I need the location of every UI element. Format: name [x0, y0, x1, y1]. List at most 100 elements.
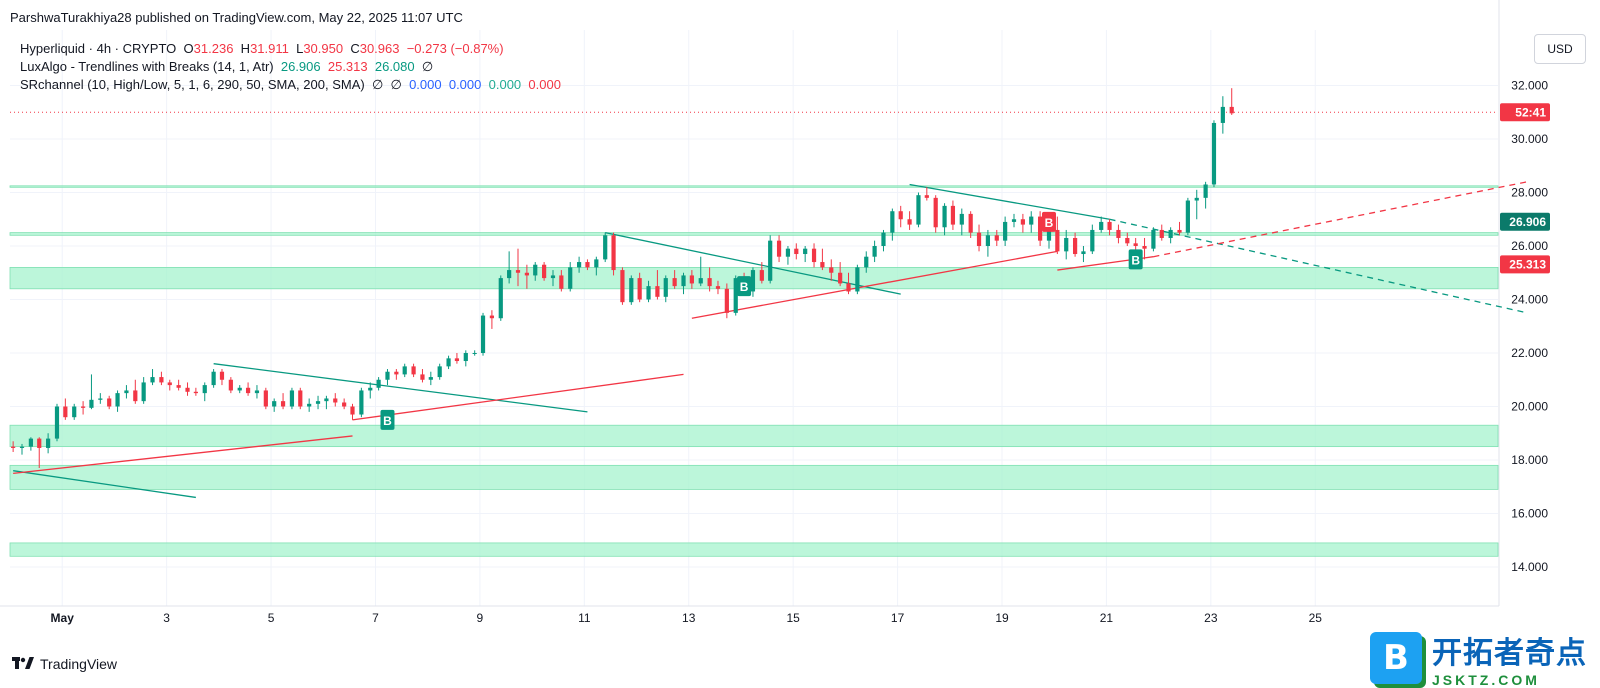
signal-label: B [1131, 253, 1140, 267]
candle-body [1229, 106, 1234, 114]
candle-body [515, 270, 521, 273]
candle-body [219, 371, 225, 380]
candle-body [559, 275, 564, 289]
candle-body [976, 232, 982, 246]
candle-body [794, 248, 799, 255]
candle-body [1125, 237, 1130, 244]
candle-body [472, 353, 477, 354]
time-tick-label: 3 [163, 611, 170, 625]
candle-body [872, 246, 877, 257]
time-tick-label: 21 [1100, 611, 1114, 625]
indicator-value: 0.000 [528, 77, 561, 92]
candle-body [272, 401, 277, 407]
indicator-value: 0.000 [409, 77, 442, 92]
candle-body [342, 402, 347, 407]
signal-label: B [1045, 216, 1054, 230]
candle-body [1090, 229, 1095, 252]
candle-body [724, 288, 729, 313]
time-tick-label: 7 [372, 611, 379, 625]
candle-body [1116, 229, 1121, 238]
candle-body [402, 366, 407, 375]
candle-body [333, 398, 338, 403]
candle-body [811, 248, 817, 263]
trendline-upper-tag-bg [1500, 212, 1550, 231]
buy-signal: B [380, 409, 395, 430]
candle-body [542, 264, 547, 279]
open-value: 31.236 [193, 41, 234, 56]
candle-body [480, 315, 486, 353]
candle-body [1168, 229, 1173, 238]
sr-band [9, 232, 1499, 236]
indicator-value: 25.313 [327, 59, 368, 74]
candle-body [489, 315, 495, 319]
signal-markers: B B B B [380, 211, 1143, 430]
candle-body [80, 406, 86, 408]
signal-label: B [740, 280, 749, 294]
indicator-value: 26.906 [280, 59, 321, 74]
signal-box [1041, 211, 1056, 232]
indicator-value: ∅ [390, 77, 402, 92]
candle-body [54, 406, 60, 439]
candle-body [1003, 221, 1008, 241]
indicator-row-trendlines[interactable]: LuxAlgo - Trendlines with Breaks (14, 1,… [20, 58, 561, 76]
candle-body [585, 262, 590, 268]
candle-body [1055, 229, 1060, 252]
candle-body [1177, 229, 1182, 233]
close-label: C [350, 41, 360, 56]
candle-body [689, 275, 694, 284]
candle-body [141, 382, 146, 402]
candle-body [167, 382, 172, 386]
high-label: H [240, 41, 251, 56]
candle-body [11, 446, 16, 448]
candle-body [785, 248, 791, 257]
signal-box [737, 276, 752, 297]
chart-grid [0, 0, 1500, 607]
candle-body [594, 259, 599, 268]
candle-body [550, 275, 556, 279]
currency-button[interactable]: USD [1534, 34, 1586, 64]
resistance-trendline [13, 470, 196, 499]
sr-band [9, 185, 1499, 188]
candle-body [376, 379, 381, 388]
price-tick-label: 30.000 [1511, 132, 1548, 146]
candle-body [98, 398, 103, 400]
time-tick-label: 23 [1204, 611, 1218, 625]
candle-body [663, 278, 668, 297]
candle-body [715, 286, 721, 289]
time-tick-label: 9 [477, 611, 484, 625]
candle-body [124, 390, 129, 394]
candle-body [185, 387, 190, 392]
price-tick-label: 32.000 [1511, 79, 1548, 93]
symbol-name[interactable]: Hyperliquid · 4h · CRYPTO [20, 41, 177, 56]
candle-body [237, 387, 242, 391]
candle-body [89, 399, 94, 408]
trendline-lower-tag: 25.313 [1509, 257, 1546, 271]
symbol-row: Hyperliquid · 4h · CRYPTO O31.236 H31.91… [20, 40, 561, 58]
sr-band [9, 542, 1499, 557]
candle-body [463, 353, 468, 362]
price-tick-label: 28.000 [1511, 186, 1548, 200]
candle-body [1029, 216, 1034, 225]
candle-body [324, 398, 329, 402]
trendline-upper-tag: 26.906 [1509, 215, 1546, 229]
buy-signal: B [737, 276, 752, 297]
candle-body [568, 267, 573, 289]
trendline-lower-tag-bg [1500, 255, 1550, 274]
candle-body [881, 232, 886, 246]
candle-body [994, 235, 999, 241]
candle-body [759, 270, 764, 281]
candle-body [1072, 237, 1078, 255]
candle-body [228, 379, 233, 391]
indicator-row-srchannel[interactable]: SRchannel (10, High/Low, 5, 1, 6, 290, 5… [20, 76, 561, 94]
candle-body [28, 438, 33, 447]
watermark-domain: JSKTZ.COM [1432, 672, 1540, 688]
candle-body [193, 391, 198, 394]
candle-body [698, 278, 703, 284]
tradingview-logo[interactable]: TradingView [12, 656, 117, 672]
indicator-value: ∅ [371, 77, 384, 92]
candle-body [1020, 219, 1025, 225]
time-tick-label: 11 [578, 611, 591, 625]
candle-body [907, 219, 912, 225]
candle-body [63, 406, 68, 418]
